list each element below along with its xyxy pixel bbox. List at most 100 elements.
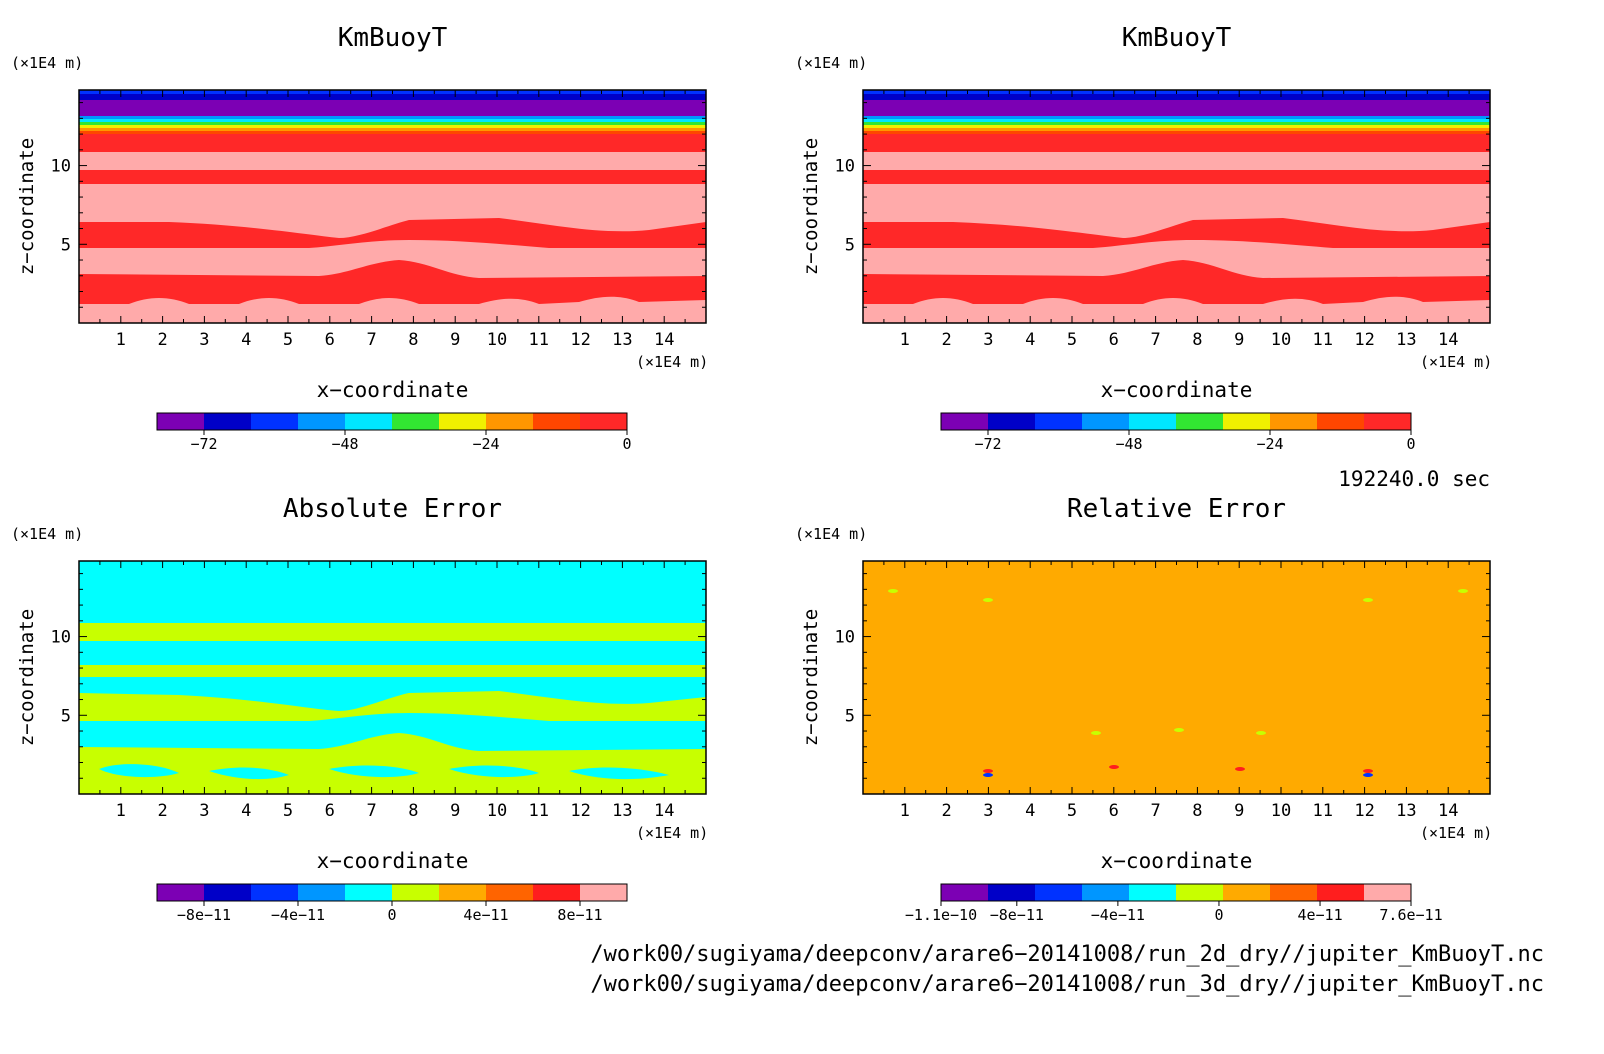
colorbar-swatch [1223, 413, 1271, 430]
colorbar-swatch [1035, 884, 1083, 901]
contour-band [79, 134, 706, 152]
colorbar-swatch [1364, 884, 1412, 901]
contour-region [863, 218, 1490, 248]
contour-spot [888, 589, 898, 593]
colorbar-label: 8e−11 [557, 906, 602, 924]
colorbar-swatch [941, 413, 989, 430]
x-unit-label: (×1E4 m) [636, 353, 708, 371]
x-tick-label: 5 [1067, 330, 1077, 350]
x-tick-label: 13 [612, 801, 632, 821]
contour-spot [1235, 767, 1245, 771]
x-tick-label: 11 [1313, 330, 1333, 350]
contour-band [79, 128, 706, 131]
y-tick-label: 10 [51, 157, 71, 177]
contour-spot [1458, 589, 1468, 593]
x-unit-label: (×1E4 m) [1420, 353, 1492, 371]
x-tick-label: 12 [570, 330, 590, 350]
contour-band [863, 170, 1490, 184]
x-tick-label: 3 [983, 801, 993, 821]
x-tick-label: 9 [450, 330, 460, 350]
x-tick-label: 6 [325, 330, 335, 350]
colorbar-swatch [988, 884, 1036, 901]
x-tick-label: 12 [570, 801, 590, 821]
contour-band [863, 128, 1490, 131]
contour-region [299, 186, 364, 194]
contour-band [79, 94, 706, 100]
x-tick-label: 7 [366, 801, 376, 821]
colorbar-2: −72 −48 −24 0 [940, 412, 1416, 453]
contour-band [79, 623, 706, 641]
contour-region [209, 767, 289, 780]
colorbar-swatch [486, 413, 534, 430]
x-tick-label: 7 [1150, 330, 1160, 350]
contour-band [863, 100, 1490, 116]
x-tick-label: 13 [1396, 801, 1416, 821]
contour-region [619, 184, 669, 193]
x-axis-label: x−coordinate [317, 849, 469, 873]
colorbar-frame [940, 883, 1412, 902]
z-unit-label: (×1E4 m) [11, 54, 83, 72]
z-axis-label: z−coordinate [800, 609, 822, 746]
x-tick-label: 12 [1354, 801, 1374, 821]
z-axis-label: z−coordinate [16, 138, 38, 275]
contour-band [79, 100, 706, 116]
y-tick-label: 10 [51, 628, 71, 648]
colorbar-label: 7.6e−11 [1379, 906, 1442, 924]
contour-region [99, 764, 179, 778]
contour-band [79, 665, 706, 677]
colorbar-swatch [251, 884, 299, 901]
panel-title: KmBuoyT [1122, 23, 1232, 53]
colorbar-label: −4e−11 [271, 906, 325, 924]
contour-region [863, 260, 1490, 304]
colorbar-swatch [157, 884, 205, 901]
x-tick-label: 2 [941, 330, 951, 350]
colorbar-swatch [157, 413, 205, 430]
colorbar-swatch [251, 413, 299, 430]
colorbar-frame [940, 412, 1412, 431]
colorbar-swatch [392, 884, 440, 901]
contour-spot [1091, 731, 1101, 735]
x-tick-label: 7 [366, 330, 376, 350]
z-unit-label: (×1E4 m) [795, 525, 867, 543]
y-tick-label: 5 [61, 235, 71, 255]
x-tick-label: 9 [1234, 330, 1244, 350]
colorbar-swatch [204, 413, 252, 430]
colorbar-label: −24 [472, 435, 499, 453]
contour-band [79, 122, 706, 125]
x-tick-label: 7 [1150, 801, 1160, 821]
colorbar-label: −1.1e−10 [905, 906, 977, 924]
colorbar-swatch [1082, 884, 1130, 901]
x-tick-label: 3 [199, 330, 209, 350]
colorbar-swatch [1317, 413, 1365, 430]
colorbar-swatch [298, 413, 346, 430]
x-tick-label: 8 [408, 801, 418, 821]
colorbar-label: −72 [974, 435, 1001, 453]
x-tick-label: 13 [1396, 330, 1416, 350]
colorbar-swatch [1176, 413, 1224, 430]
contour-band [863, 94, 1490, 100]
contour-band [79, 119, 706, 122]
x-tick-label: 9 [450, 801, 460, 821]
footer-file-3d: /work00/sugiyama/deepconv/arare6−2014100… [590, 972, 1544, 997]
colorbar-swatch [1364, 413, 1412, 430]
x-tick-label: 10 [487, 330, 507, 350]
x-tick-label: 6 [1109, 801, 1119, 821]
colorbar-label: −4e−11 [1091, 906, 1145, 924]
colorbar-swatch [941, 884, 989, 901]
x-tick-label: 10 [1271, 801, 1291, 821]
x-tick-label: 5 [1067, 801, 1077, 821]
colorbar-frame [156, 412, 628, 431]
y-tick-label: 10 [835, 628, 855, 648]
contour-region [449, 765, 539, 778]
colorbar-swatch [1176, 884, 1224, 901]
contour-band [863, 122, 1490, 125]
x-unit-label: (×1E4 m) [636, 824, 708, 842]
colorbar-swatch [345, 884, 393, 901]
contour-region [409, 186, 474, 194]
contour-region [329, 765, 419, 778]
contour-spot [1256, 731, 1266, 735]
x-tick-label: 3 [199, 801, 209, 821]
x-tick-label: 14 [654, 801, 674, 821]
contour-region [569, 767, 669, 780]
